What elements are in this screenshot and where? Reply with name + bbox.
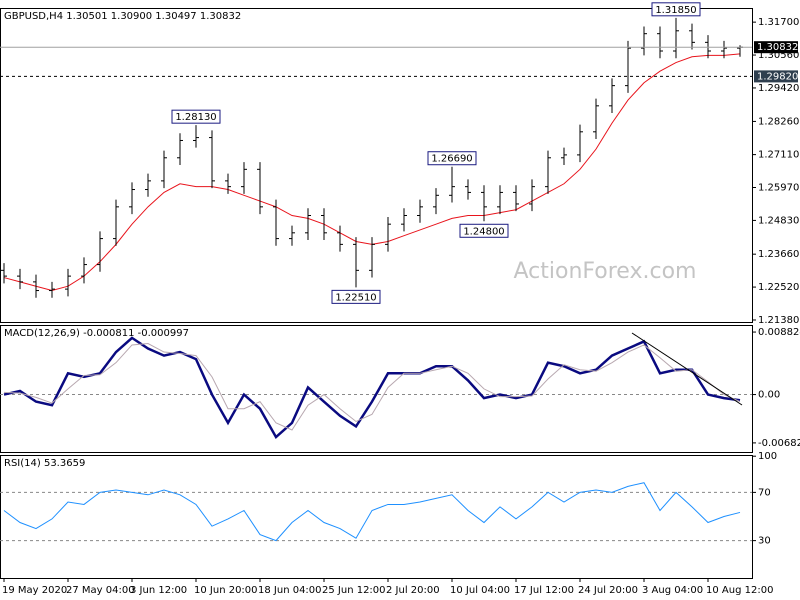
x-tick-label: 18 Jun 04:00 bbox=[258, 585, 322, 596]
annotation-box bbox=[459, 223, 509, 238]
watermark: ActionForex.com bbox=[514, 259, 697, 284]
price-box bbox=[754, 41, 798, 54]
annotation-label: 1.24800 bbox=[463, 226, 504, 237]
x-tick-label: 3 Jun 12:00 bbox=[130, 585, 187, 596]
series-line bbox=[3, 343, 741, 431]
y-tick-label: 1.29420 bbox=[758, 83, 799, 94]
panel-frame bbox=[0, 325, 753, 453]
annotation-box bbox=[651, 2, 701, 17]
y-tick-label: 1.31700 bbox=[758, 17, 799, 28]
x-tick-label: 27 May 04:00 bbox=[66, 585, 135, 596]
y-tick-label: 1.27110 bbox=[758, 150, 799, 161]
y-tick-label: 100 bbox=[758, 451, 777, 462]
y-tick-label: 1.24830 bbox=[758, 215, 799, 226]
y-tick-label: 1.25970 bbox=[758, 183, 799, 194]
annotation-label: 1.28130 bbox=[175, 112, 216, 123]
y-tick-label: 30 bbox=[758, 536, 771, 547]
x-tick-label: 19 May 2020 bbox=[2, 585, 67, 596]
y-tick-label: 0.00 bbox=[758, 390, 780, 401]
y-tick-label: 1.23660 bbox=[758, 249, 799, 260]
annotation-label: 1.26690 bbox=[431, 154, 472, 165]
annotation-label: 1.31850 bbox=[655, 5, 696, 16]
y-tick-label: 1.28260 bbox=[758, 116, 799, 127]
annotation-label: 1.22510 bbox=[335, 292, 376, 303]
price-box bbox=[754, 70, 798, 83]
panel-frame bbox=[0, 455, 753, 579]
x-tick-label: 17 Jul 12:00 bbox=[514, 585, 574, 596]
y-tick-label: 0.008824 bbox=[758, 327, 800, 338]
series-line bbox=[3, 336, 741, 440]
x-tick-label: 10 Jun 20:00 bbox=[194, 585, 258, 596]
y-tick-label: -0.006825 bbox=[758, 438, 800, 449]
x-tick-label: 25 Jun 12:00 bbox=[322, 585, 386, 596]
x-tick-label: 10 Aug 12:00 bbox=[706, 585, 773, 596]
panel-frame bbox=[0, 8, 753, 323]
trend-line bbox=[631, 332, 743, 406]
panel-title: GBPUSD,H4 1.30501 1.30900 1.30497 1.3083… bbox=[4, 11, 241, 22]
price-label: 1.30832 bbox=[757, 42, 798, 53]
series-line bbox=[3, 482, 741, 542]
annotation-box bbox=[331, 289, 381, 304]
y-tick-label: 1.21380 bbox=[758, 315, 799, 326]
panel-title: RSI(14) 53.3659 bbox=[4, 458, 85, 469]
x-tick-label: 10 Jul 04:00 bbox=[450, 585, 510, 596]
x-tick-label: 2 Jul 20:00 bbox=[386, 585, 440, 596]
price-label: 1.29820 bbox=[757, 71, 798, 82]
y-tick-label: 70 bbox=[758, 487, 771, 498]
y-tick-label: 1.22520 bbox=[758, 282, 799, 293]
x-tick-label: 3 Aug 04:00 bbox=[642, 585, 703, 596]
annotation-box bbox=[427, 151, 477, 166]
x-tick-label: 24 Jul 20:00 bbox=[578, 585, 638, 596]
y-tick-label: 1.30560 bbox=[758, 50, 799, 61]
panel-title: MACD(12,26,9) -0.000811 -0.000997 bbox=[4, 328, 189, 339]
annotation-box bbox=[171, 109, 221, 124]
